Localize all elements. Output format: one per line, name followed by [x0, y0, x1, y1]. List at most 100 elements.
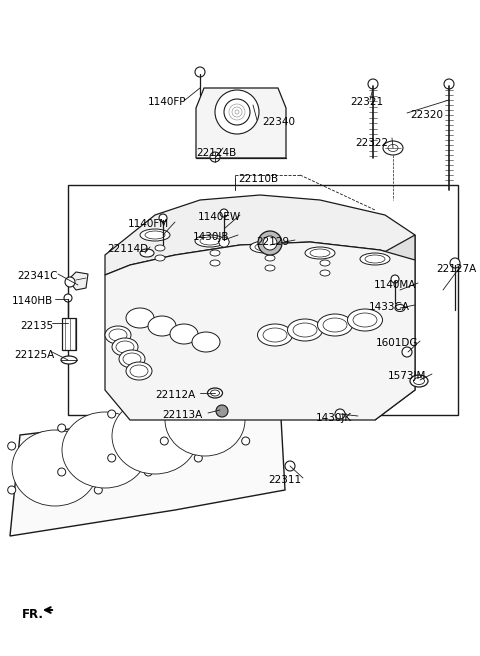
Ellipse shape	[105, 326, 131, 344]
Text: 22135: 22135	[20, 321, 53, 331]
Text: 22340: 22340	[262, 117, 295, 127]
Text: 22110B: 22110B	[238, 174, 278, 184]
Circle shape	[65, 277, 75, 287]
Circle shape	[368, 79, 378, 89]
Circle shape	[94, 442, 102, 450]
Text: 22320: 22320	[410, 110, 443, 120]
Text: 1433CA: 1433CA	[369, 302, 410, 312]
Circle shape	[8, 442, 16, 450]
Circle shape	[194, 410, 202, 418]
Ellipse shape	[126, 362, 152, 380]
Ellipse shape	[119, 350, 145, 368]
Ellipse shape	[12, 430, 98, 506]
Text: 22322: 22322	[355, 138, 388, 148]
Circle shape	[242, 437, 250, 445]
Circle shape	[195, 67, 205, 77]
Ellipse shape	[211, 390, 219, 396]
Text: 1430JB: 1430JB	[193, 232, 229, 242]
Circle shape	[335, 409, 345, 419]
Ellipse shape	[353, 313, 377, 327]
Polygon shape	[370, 235, 415, 420]
Ellipse shape	[140, 229, 170, 241]
Circle shape	[64, 294, 72, 302]
Ellipse shape	[250, 241, 280, 253]
Ellipse shape	[257, 324, 292, 346]
Ellipse shape	[293, 323, 317, 337]
Text: 1140MA: 1140MA	[374, 280, 416, 290]
Text: 1140EW: 1140EW	[198, 212, 241, 222]
Text: 22114D: 22114D	[107, 244, 148, 254]
Ellipse shape	[62, 412, 148, 488]
Circle shape	[402, 347, 412, 357]
Circle shape	[144, 424, 152, 432]
Ellipse shape	[317, 314, 352, 336]
Text: 22113A: 22113A	[162, 410, 202, 420]
Ellipse shape	[360, 253, 390, 265]
Ellipse shape	[219, 238, 229, 246]
Circle shape	[210, 152, 220, 162]
Ellipse shape	[265, 255, 275, 261]
Text: 1140FM: 1140FM	[128, 219, 169, 229]
Ellipse shape	[235, 110, 239, 114]
Ellipse shape	[255, 243, 275, 251]
Polygon shape	[196, 88, 286, 158]
Circle shape	[444, 79, 454, 89]
Ellipse shape	[117, 402, 193, 470]
Ellipse shape	[265, 265, 275, 271]
Ellipse shape	[126, 308, 154, 328]
Ellipse shape	[410, 375, 428, 387]
Text: 22124B: 22124B	[196, 148, 236, 158]
Ellipse shape	[112, 398, 198, 474]
Ellipse shape	[229, 104, 245, 120]
Bar	[68, 185, 458, 415]
Ellipse shape	[263, 328, 287, 342]
Ellipse shape	[348, 309, 383, 331]
Ellipse shape	[323, 318, 347, 332]
Ellipse shape	[140, 249, 154, 257]
Circle shape	[94, 486, 102, 494]
Ellipse shape	[192, 332, 220, 352]
Text: 1573JM: 1573JM	[388, 371, 426, 381]
Text: FR.: FR.	[22, 607, 44, 621]
Ellipse shape	[210, 250, 220, 256]
Ellipse shape	[148, 316, 176, 336]
Ellipse shape	[123, 353, 141, 365]
Ellipse shape	[17, 434, 93, 502]
Text: 1601DG: 1601DG	[376, 338, 419, 348]
Ellipse shape	[112, 338, 138, 356]
Text: 22311: 22311	[268, 475, 301, 485]
Circle shape	[194, 454, 202, 462]
Circle shape	[58, 424, 66, 432]
Ellipse shape	[224, 99, 250, 125]
Ellipse shape	[305, 247, 335, 259]
Circle shape	[285, 461, 295, 471]
Text: 22127A: 22127A	[436, 264, 476, 274]
Ellipse shape	[165, 384, 245, 456]
Circle shape	[160, 395, 168, 403]
Circle shape	[242, 395, 250, 403]
Ellipse shape	[170, 388, 240, 452]
Circle shape	[160, 437, 168, 445]
Circle shape	[159, 214, 167, 222]
Text: 22112A: 22112A	[155, 390, 195, 400]
Ellipse shape	[413, 377, 424, 384]
Bar	[62, 318, 76, 350]
Ellipse shape	[145, 231, 165, 239]
Circle shape	[220, 209, 228, 217]
Circle shape	[144, 468, 152, 476]
Ellipse shape	[200, 237, 220, 245]
Ellipse shape	[155, 245, 165, 251]
Ellipse shape	[61, 356, 77, 364]
Ellipse shape	[215, 90, 259, 134]
Ellipse shape	[116, 341, 134, 353]
Ellipse shape	[232, 107, 242, 117]
Ellipse shape	[170, 324, 198, 344]
Ellipse shape	[310, 249, 330, 257]
Polygon shape	[105, 195, 415, 275]
Ellipse shape	[67, 416, 143, 484]
Circle shape	[391, 275, 399, 283]
Ellipse shape	[288, 319, 323, 341]
Circle shape	[263, 236, 277, 250]
Ellipse shape	[320, 270, 330, 276]
Ellipse shape	[210, 260, 220, 266]
